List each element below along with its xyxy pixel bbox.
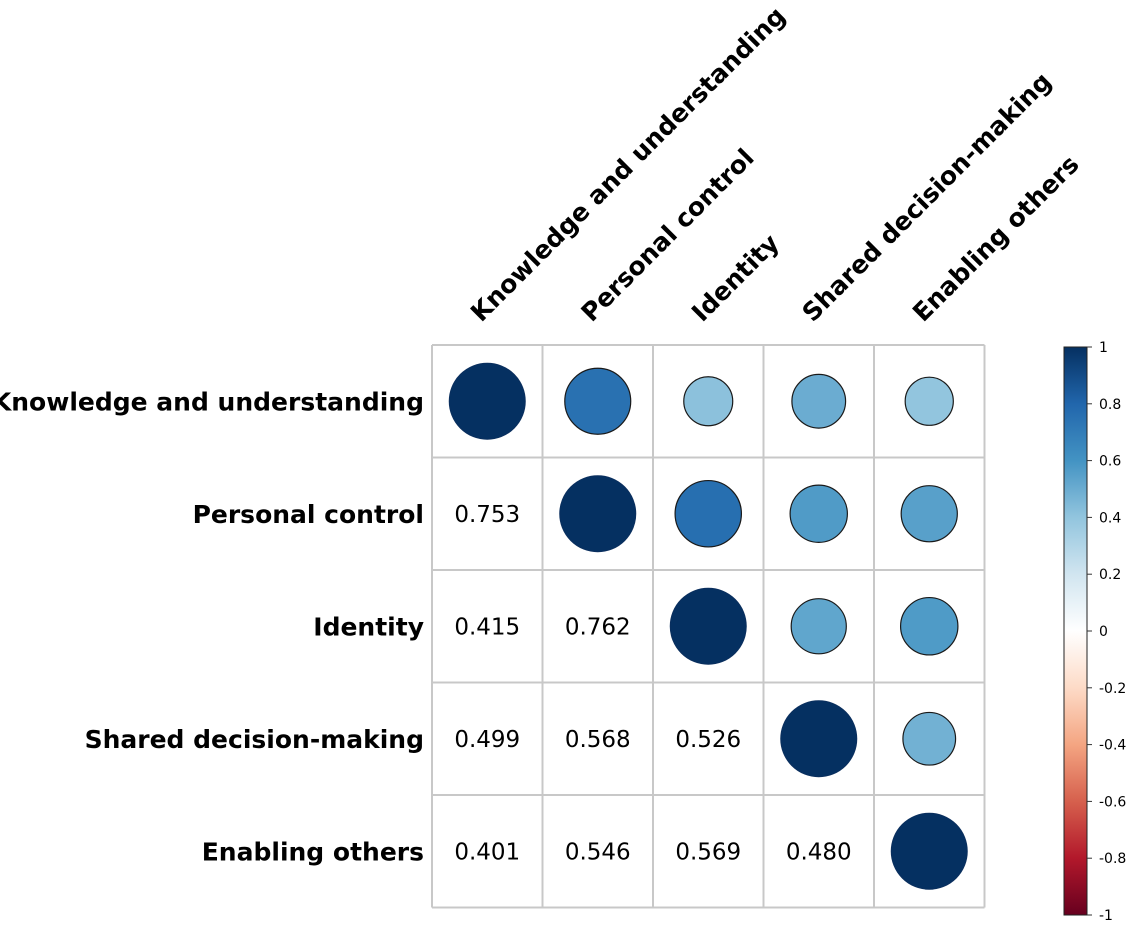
correlation-value: 0.480 bbox=[786, 839, 852, 865]
row-label: Knowledge and understanding bbox=[0, 387, 424, 416]
colorbar: 1 0.8 0.6 0.4 0.2 0 -0.2 -0.4 -0.6 -0.8 -1 bbox=[1063, 340, 1126, 924]
row-labels: Knowledge and understanding Personal cont… bbox=[0, 387, 424, 866]
colorbar-tick-label: -1 bbox=[1099, 908, 1113, 924]
colorbar-tick-label: 0.8 bbox=[1099, 397, 1121, 413]
correlation-circle bbox=[669, 587, 747, 665]
colorbar-tick-label: -0.2 bbox=[1099, 681, 1126, 697]
colorbar-scale bbox=[1063, 346, 1088, 916]
correlation-value: 0.753 bbox=[454, 502, 520, 528]
row-label: Enabling others bbox=[202, 837, 424, 866]
colorbar-tick-label: -0.4 bbox=[1099, 738, 1126, 754]
correlation-value: 0.762 bbox=[565, 614, 631, 640]
correlation-circle bbox=[559, 475, 637, 553]
correlation-circle bbox=[564, 367, 632, 435]
colorbar-tick-label: -0.8 bbox=[1099, 851, 1126, 867]
colorbar-tick-label: 0.6 bbox=[1099, 454, 1121, 470]
correlation-circle bbox=[789, 484, 848, 543]
correlation-circle bbox=[899, 596, 959, 656]
correlation-value: 0.526 bbox=[675, 727, 741, 753]
colorbar-tick-label: 0.4 bbox=[1099, 510, 1121, 526]
correlation-circle bbox=[448, 362, 526, 440]
correlation-circles bbox=[448, 362, 968, 890]
column-label: Identity bbox=[686, 228, 785, 327]
grid bbox=[431, 344, 986, 909]
correlation-circle bbox=[674, 479, 743, 548]
row-label: Shared decision-making bbox=[85, 725, 424, 754]
correlation-circle bbox=[904, 376, 954, 426]
correlation-circle bbox=[790, 598, 847, 655]
correlation-circle bbox=[890, 812, 968, 890]
correlation-circle bbox=[791, 373, 847, 429]
correlation-value: 0.568 bbox=[565, 727, 631, 753]
colorbar-tick-label: 1 bbox=[1099, 340, 1108, 356]
correlation-value: 0.415 bbox=[454, 614, 520, 640]
correlation-value: 0.499 bbox=[454, 727, 520, 753]
correlation-value: 0.546 bbox=[565, 839, 631, 865]
correlation-circle bbox=[900, 485, 958, 543]
colorbar-tick-label: 0 bbox=[1099, 624, 1108, 640]
correlation-circle bbox=[902, 711, 957, 766]
correlation-circle bbox=[780, 700, 858, 778]
colorbar-tick-label: -0.6 bbox=[1099, 794, 1126, 810]
correlation-values: 0.753 0.415 0.762 0.499 0.568 0.526 0.401 0.546… bbox=[454, 502, 851, 866]
row-label: Identity bbox=[313, 612, 424, 641]
correlation-value: 0.401 bbox=[454, 839, 520, 865]
correlation-value: 0.569 bbox=[675, 839, 741, 865]
colorbar-tick-label: 0.2 bbox=[1099, 567, 1121, 583]
correlation-circle bbox=[683, 376, 734, 427]
row-label: Personal control bbox=[193, 500, 424, 529]
